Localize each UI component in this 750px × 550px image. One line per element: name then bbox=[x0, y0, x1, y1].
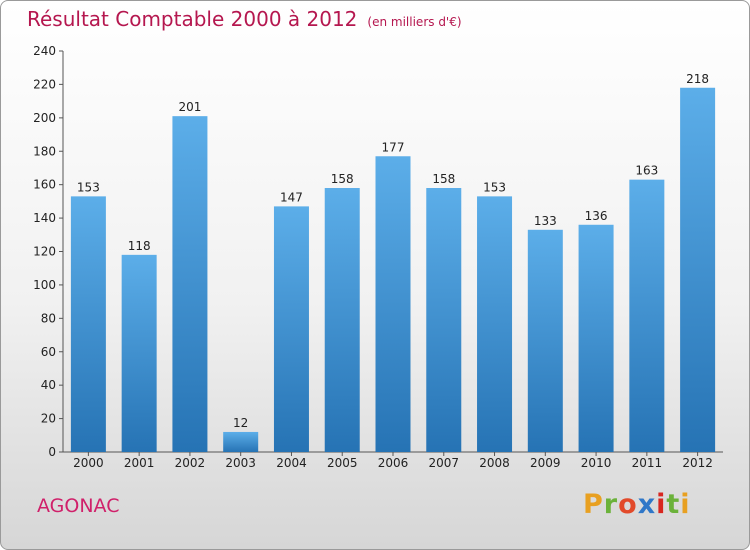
bar-value-label: 218 bbox=[686, 72, 709, 86]
bar bbox=[680, 87, 716, 452]
chart-axes: 0 20 40 60 80 100 120 140 160 180 200 220 240 2000 200… bbox=[33, 44, 723, 470]
x-tick-label: 2004 bbox=[276, 456, 307, 470]
commune-name: AGONAC bbox=[37, 495, 120, 517]
x-tick-label: 2009 bbox=[530, 456, 561, 470]
logo-letter: P bbox=[583, 489, 604, 520]
bar-value-label: 177 bbox=[382, 140, 405, 154]
x-tick-label: 2012 bbox=[682, 456, 713, 470]
chart-title: Résultat Comptable 2000 à 2012 (en millie… bbox=[27, 7, 462, 31]
bar bbox=[629, 179, 665, 452]
bar bbox=[578, 224, 614, 452]
y-tick-label: 200 bbox=[33, 111, 56, 125]
bar bbox=[527, 229, 563, 452]
y-tick-label: 160 bbox=[33, 178, 56, 192]
bar-value-label: 163 bbox=[635, 164, 658, 178]
bar-value-label: 118 bbox=[128, 239, 151, 253]
logo-letter: i bbox=[656, 489, 667, 520]
logo-letter: t bbox=[666, 489, 681, 520]
y-tick-label: 140 bbox=[33, 211, 56, 225]
bar-value-label: 12 bbox=[233, 416, 248, 430]
y-tick-label: 100 bbox=[33, 278, 56, 292]
proxiti-logo: Proxiti bbox=[583, 489, 691, 520]
bar-value-label: 147 bbox=[280, 190, 303, 204]
bar bbox=[223, 431, 259, 452]
bar-value-label: 153 bbox=[77, 180, 100, 194]
bar bbox=[375, 156, 411, 452]
bar bbox=[70, 196, 106, 452]
bar bbox=[477, 196, 513, 452]
logo-letter: x bbox=[637, 489, 657, 520]
bar-value-label: 136 bbox=[585, 209, 608, 223]
bar-value-label: 158 bbox=[331, 172, 354, 186]
y-tick-label: 20 bbox=[41, 412, 56, 426]
x-tick-label: 2000 bbox=[73, 456, 104, 470]
bar bbox=[273, 206, 309, 452]
y-tick-label: 240 bbox=[33, 44, 56, 58]
y-tick-label: 80 bbox=[41, 311, 56, 325]
x-tick-label: 2003 bbox=[225, 456, 256, 470]
bar bbox=[172, 116, 208, 452]
y-tick-label: 220 bbox=[33, 77, 56, 91]
bar bbox=[426, 188, 462, 452]
chart-unit: (en milliers d'€) bbox=[367, 15, 462, 29]
x-tick-label: 2006 bbox=[378, 456, 409, 470]
x-tick-label: 2008 bbox=[479, 456, 510, 470]
x-tick-label: 2011 bbox=[632, 456, 663, 470]
logo-letter: i bbox=[680, 489, 691, 520]
x-tick-label: 2001 bbox=[124, 456, 155, 470]
x-tick-label: 2002 bbox=[175, 456, 206, 470]
y-tick-label: 180 bbox=[33, 144, 56, 158]
x-tick-label: 2010 bbox=[581, 456, 612, 470]
bar bbox=[324, 188, 360, 452]
y-tick-label: 60 bbox=[41, 345, 56, 359]
logo-letter: o bbox=[618, 489, 638, 520]
chart-bars bbox=[70, 87, 716, 452]
bar-value-label: 201 bbox=[178, 100, 201, 114]
y-tick-label: 40 bbox=[41, 378, 56, 392]
bar-value-label: 133 bbox=[534, 214, 557, 228]
bar-value-label: 158 bbox=[432, 172, 455, 186]
bar bbox=[121, 254, 157, 452]
bar-value-label: 153 bbox=[483, 180, 506, 194]
logo-letter: r bbox=[603, 489, 619, 520]
x-tick-label: 2005 bbox=[327, 456, 358, 470]
chart-value-labels: 153 118 201 12 147 158 177 158 153 133 136 163 218 bbox=[77, 72, 709, 430]
y-tick-label: 120 bbox=[33, 245, 56, 259]
chart-title-text: Résultat Comptable 2000 à 2012 bbox=[27, 7, 358, 31]
x-tick-label: 2007 bbox=[428, 456, 459, 470]
y-tick-label: 0 bbox=[48, 445, 56, 459]
